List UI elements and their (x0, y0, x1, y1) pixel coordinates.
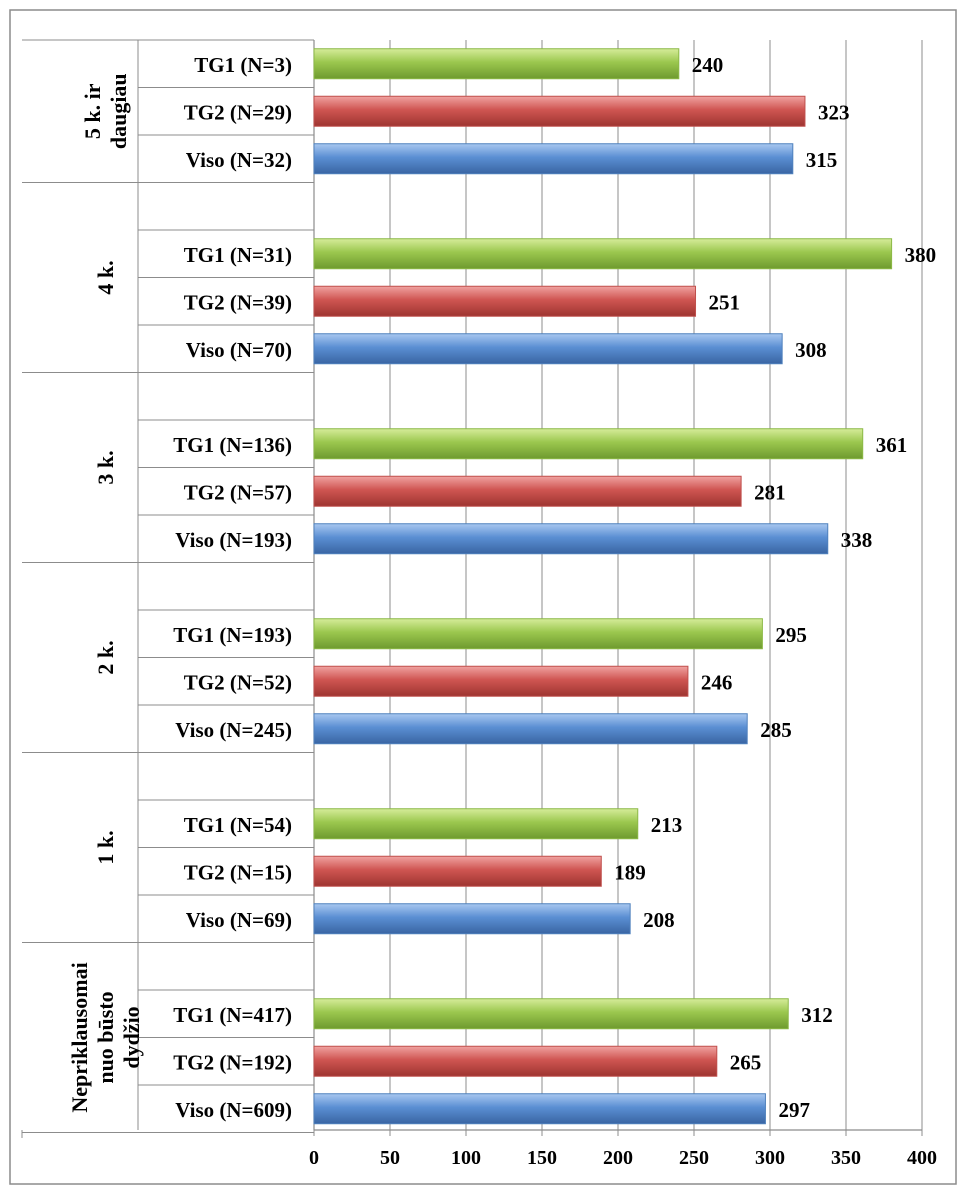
chart-frame (9, 9, 957, 1185)
data-label: 281 (754, 480, 786, 504)
category-label: Viso (N=245) (175, 718, 292, 742)
x-tick-label: 100 (451, 1147, 481, 1169)
category-label: Viso (N=193) (175, 528, 292, 552)
bar (313, 1045, 718, 1077)
data-label: 315 (806, 148, 838, 172)
bar (313, 665, 689, 697)
group-label: 3 k. (93, 450, 118, 484)
data-label: 240 (692, 53, 724, 77)
category-label: TG2 (N=15) (184, 860, 292, 884)
category-label: Viso (N=609) (175, 1098, 292, 1122)
x-tick-label: 250 (679, 1147, 709, 1169)
bar (313, 48, 680, 80)
group-label-line: nuo būsto (93, 991, 118, 1083)
bar (313, 618, 763, 650)
category-label: Viso (N=32) (186, 148, 292, 172)
data-label: 189 (614, 860, 646, 884)
group-label-line: dydžio (119, 1006, 144, 1068)
category-label: TG1 (N=3) (194, 53, 292, 77)
group-label: 4 k. (93, 260, 118, 294)
group-label-line: 4 k. (93, 260, 118, 294)
group-label: 5 k. irdaugiau (80, 73, 131, 149)
bar (313, 998, 789, 1030)
data-label: 323 (818, 100, 850, 124)
group-label-line: 3 k. (93, 450, 118, 484)
category-label: TG1 (N=417) (173, 1003, 292, 1027)
group-label-line: 1 k. (93, 830, 118, 864)
bar (313, 1093, 766, 1125)
bar (313, 285, 697, 317)
group-label-line: 5 k. ir (80, 83, 105, 139)
bar (313, 808, 639, 840)
x-tick-label: 400 (907, 1147, 937, 1169)
data-label: 208 (643, 908, 675, 932)
data-label: 361 (876, 433, 908, 457)
group-label-line: daugiau (106, 73, 131, 149)
category-label: TG2 (N=39) (184, 290, 292, 314)
bar (313, 95, 806, 127)
x-tick-label: 200 (603, 1147, 633, 1169)
bar (313, 428, 864, 460)
bar (313, 523, 829, 555)
category-label: TG2 (N=52) (184, 670, 292, 694)
x-tick-label: 50 (380, 1147, 400, 1169)
category-label: TG2 (N=57) (184, 480, 292, 504)
bar (313, 475, 742, 507)
data-label: 297 (778, 1098, 810, 1122)
x-tick-label: 300 (755, 1147, 785, 1169)
data-label: 251 (709, 290, 741, 314)
data-label: 308 (795, 338, 827, 362)
x-tick-label: 0 (309, 1147, 319, 1169)
category-label: TG2 (N=192) (173, 1050, 292, 1074)
data-label: 338 (841, 528, 873, 552)
category-label: TG1 (N=31) (184, 243, 292, 267)
category-label: Viso (N=70) (186, 338, 292, 362)
category-label: TG1 (N=136) (173, 433, 292, 457)
group-label: Nepriklausomainuo būstodydžio (67, 962, 144, 1112)
x-tick-label: 150 (527, 1147, 557, 1169)
bar (313, 855, 602, 887)
category-label: TG1 (N=193) (173, 623, 292, 647)
bar (313, 713, 748, 745)
data-label: 246 (701, 670, 733, 694)
data-label: 312 (801, 1003, 833, 1027)
bar (313, 238, 893, 270)
category-label: TG1 (N=54) (184, 813, 292, 837)
category-label: Viso (N=69) (186, 908, 292, 932)
data-label: 213 (651, 813, 683, 837)
bar (313, 333, 783, 365)
data-label: 380 (905, 243, 937, 267)
data-label: 295 (775, 623, 807, 647)
bar (313, 143, 794, 175)
data-label: 265 (730, 1050, 762, 1074)
x-tick-label: 350 (831, 1147, 861, 1169)
group-label-line: 2 k. (93, 640, 118, 674)
group-label-line: Nepriklausomai (67, 962, 92, 1112)
data-label: 285 (760, 718, 792, 742)
group-label: 1 k. (93, 830, 118, 864)
bar (313, 903, 631, 935)
category-label: TG2 (N=29) (184, 100, 292, 124)
group-label: 2 k. (93, 640, 118, 674)
